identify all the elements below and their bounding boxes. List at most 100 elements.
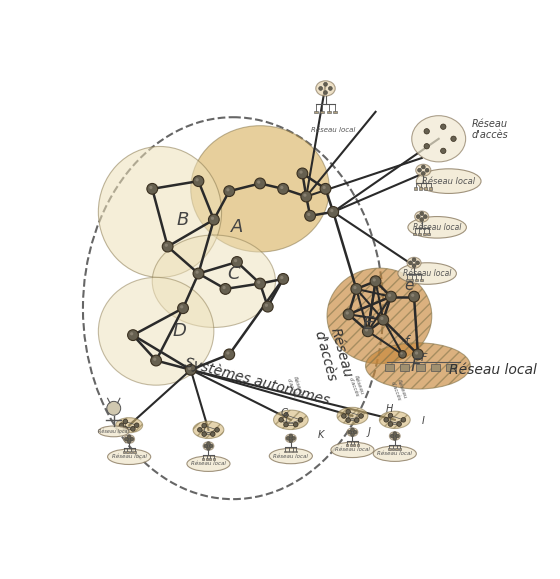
Ellipse shape: [398, 263, 456, 284]
Circle shape: [284, 422, 288, 427]
Ellipse shape: [316, 81, 335, 96]
Bar: [349, 445, 352, 446]
Circle shape: [150, 186, 152, 189]
Circle shape: [204, 444, 208, 448]
Circle shape: [284, 413, 288, 417]
Circle shape: [384, 417, 389, 422]
Circle shape: [395, 434, 399, 438]
Circle shape: [188, 367, 191, 370]
Circle shape: [401, 417, 406, 422]
Circle shape: [286, 437, 290, 440]
Circle shape: [416, 261, 419, 265]
Text: Réseau local: Réseau local: [422, 177, 475, 186]
Ellipse shape: [99, 277, 214, 385]
Ellipse shape: [373, 446, 416, 461]
Bar: [388, 448, 390, 450]
Circle shape: [207, 446, 211, 450]
Text: Réseau local: Réseau local: [191, 461, 226, 466]
Circle shape: [380, 317, 384, 320]
Circle shape: [134, 423, 139, 427]
Ellipse shape: [108, 449, 151, 464]
Circle shape: [451, 136, 456, 141]
Circle shape: [421, 171, 425, 175]
Circle shape: [354, 418, 359, 423]
Bar: [392, 448, 394, 450]
Bar: [320, 111, 324, 113]
Circle shape: [232, 256, 242, 267]
Circle shape: [393, 432, 396, 435]
Text: D: D: [172, 323, 186, 340]
Bar: [130, 452, 132, 453]
Circle shape: [359, 413, 363, 418]
Circle shape: [202, 423, 207, 428]
Circle shape: [324, 91, 328, 94]
Bar: [284, 450, 287, 452]
Ellipse shape: [412, 116, 465, 162]
Circle shape: [416, 215, 420, 218]
Circle shape: [289, 439, 293, 442]
Ellipse shape: [347, 428, 358, 437]
Circle shape: [185, 364, 196, 375]
Circle shape: [425, 168, 429, 172]
Text: Réseau local: Réseau local: [311, 127, 356, 133]
Ellipse shape: [124, 435, 134, 444]
Circle shape: [351, 428, 354, 432]
Circle shape: [195, 270, 199, 274]
Circle shape: [409, 261, 413, 265]
Circle shape: [397, 422, 402, 426]
Circle shape: [388, 413, 393, 418]
Circle shape: [424, 144, 430, 149]
Circle shape: [409, 291, 419, 302]
Text: Réseau local: Réseau local: [99, 429, 129, 434]
Circle shape: [208, 214, 219, 225]
Circle shape: [222, 286, 226, 289]
Circle shape: [265, 303, 268, 307]
Ellipse shape: [416, 169, 481, 193]
Text: K: K: [318, 430, 324, 439]
Text: Réseau
d'accès: Réseau d'accès: [348, 375, 365, 398]
Text: e: e: [404, 278, 413, 293]
Text: H: H: [385, 404, 393, 414]
Circle shape: [153, 358, 156, 361]
Ellipse shape: [389, 432, 400, 440]
Circle shape: [255, 178, 265, 189]
Circle shape: [107, 401, 121, 415]
Circle shape: [305, 210, 315, 221]
Circle shape: [423, 215, 427, 218]
Ellipse shape: [337, 408, 368, 424]
Circle shape: [234, 259, 237, 262]
Circle shape: [123, 427, 128, 431]
Bar: [291, 450, 294, 452]
Circle shape: [297, 168, 308, 179]
Circle shape: [400, 352, 403, 354]
Circle shape: [412, 258, 416, 262]
Circle shape: [280, 276, 283, 279]
Ellipse shape: [273, 410, 308, 430]
Circle shape: [351, 284, 362, 294]
Circle shape: [293, 422, 298, 427]
Text: Réseau local: Réseau local: [403, 269, 451, 278]
Text: Réseau
d'accès: Réseau d'accès: [390, 378, 407, 401]
Circle shape: [292, 437, 296, 440]
Bar: [357, 445, 359, 446]
Circle shape: [209, 444, 213, 448]
Ellipse shape: [193, 421, 224, 438]
Bar: [295, 450, 297, 452]
Ellipse shape: [408, 217, 466, 238]
Bar: [415, 279, 418, 281]
Text: Réseau local: Réseau local: [449, 362, 536, 376]
Bar: [446, 364, 456, 371]
Ellipse shape: [99, 426, 129, 437]
Ellipse shape: [116, 417, 143, 433]
Circle shape: [226, 188, 230, 192]
Circle shape: [378, 314, 389, 325]
Circle shape: [362, 326, 373, 336]
Text: Réseau local: Réseau local: [335, 448, 370, 452]
Circle shape: [418, 168, 422, 172]
Circle shape: [193, 176, 204, 186]
Ellipse shape: [203, 442, 214, 450]
Circle shape: [130, 437, 134, 441]
Bar: [413, 233, 416, 234]
Ellipse shape: [99, 146, 222, 277]
Circle shape: [280, 186, 283, 189]
